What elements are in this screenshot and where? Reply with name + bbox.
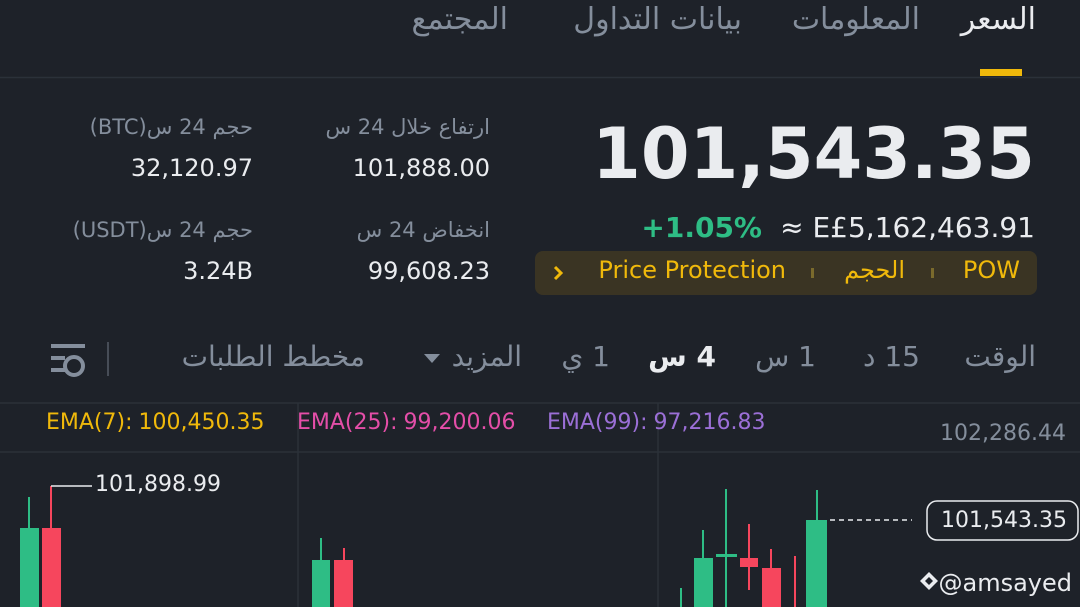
stat-value: 32,120.97 [130,154,253,182]
ema-label: EMA(7): [46,410,133,435]
tab[interactable]: المعلومات [791,2,920,37]
timeframe[interactable]: 1 س [755,340,816,373]
watermark: @amsayed [938,569,1073,597]
ema-item: EMA(25): 99,200.06 [297,410,515,435]
timeframe[interactable]: الوقت [964,340,1036,373]
stat-value: 99,608.23 [367,257,490,285]
timeframe[interactable]: مخطط الطلبات [181,340,365,373]
timeframe[interactable]: 4 س [648,340,716,373]
tab-underline [980,69,1022,76]
settings-icon[interactable] [51,344,85,377]
tab[interactable]: السعر [960,2,1036,37]
timeframe[interactable]: المزيد [451,340,522,373]
tag[interactable]: POW [962,256,1020,284]
ema-value: 97,216.83 [653,410,766,435]
stat-label: حجم 24 س(USDT) [72,218,253,242]
fiat-price: ≈ E£5,162,463.91 [780,211,1035,244]
axis-label: 102,286.44 [940,421,1066,446]
chevron [553,265,564,281]
ema-item: EMA(99): 97,216.83 [547,410,765,435]
stat-value: 3.24B [183,257,253,285]
ema-value: 99,200.06 [403,410,516,435]
ema-item: EMA(7): 100,450.35 [46,410,264,435]
last-marker: 101,543.35 [941,508,1067,533]
timeframe[interactable]: 1 ي [561,340,610,373]
tag-sep [931,268,934,278]
stat-label: ارتفاع خلال 24 س [325,115,490,139]
stat-label: حجم 24 س(BTC) [89,115,253,139]
ema-label: EMA(25): [297,410,398,435]
stat-label: انخفاض 24 س [356,218,490,242]
watermark-icon [920,572,938,590]
price-change: +1.05% [641,211,762,244]
last-price: 101,543.35 [592,113,1035,195]
ema-value: 100,450.35 [138,410,265,435]
dropdown-arrow[interactable] [424,354,440,363]
timeframe[interactable]: 15 د [862,340,920,373]
stat-value: 101,888.00 [352,154,490,182]
candles [20,485,912,607]
high-marker: 101,898.99 [95,472,221,497]
tag[interactable]: Price Protection [598,256,786,284]
tag-pill [535,251,1037,295]
tab[interactable]: المجتمع [411,2,508,37]
tab[interactable]: بيانات التداول [573,2,742,37]
last-price-box [926,500,1079,541]
tag-sep [811,268,814,278]
ema-label: EMA(99): [547,410,648,435]
tag[interactable]: الحجم [844,256,905,284]
